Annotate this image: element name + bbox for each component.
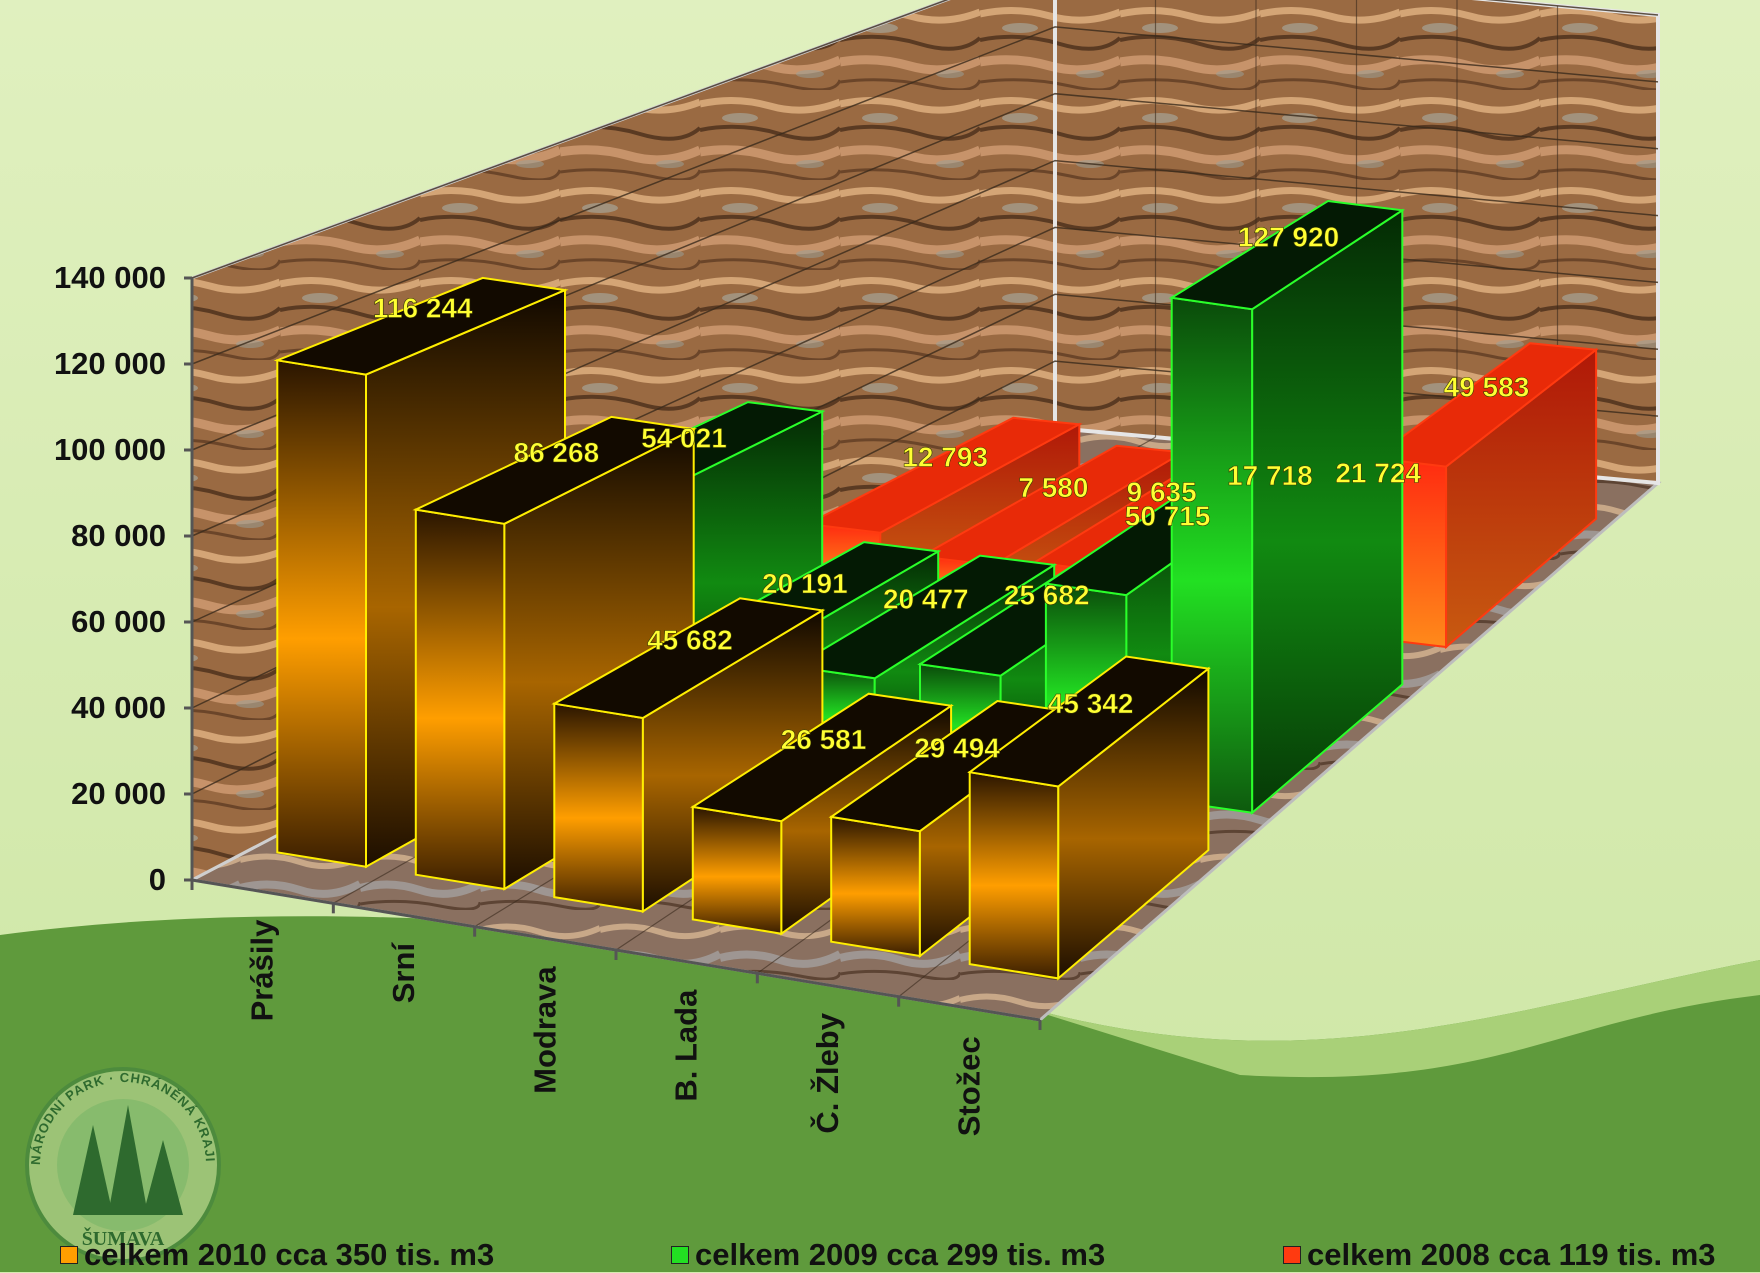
bar-front-2010-4 <box>830 815 921 958</box>
bar-top-2008-5 <box>1370 342 1599 468</box>
data-label-2008-5: 49 583 <box>1444 371 1530 402</box>
data-label-2009-3: 25 682 <box>1004 580 1090 611</box>
data-label-2010-1: 86 268 <box>514 437 600 468</box>
y-axis: 0 20 000 40 000 60 000 80 000 100 000 120 000 1… <box>54 260 194 897</box>
logo-text-bottom: ŠUMAVA <box>82 1226 165 1250</box>
legend-swatch-2010 <box>60 1246 78 1264</box>
bar-top-2009-5 <box>1168 199 1406 311</box>
data-label-2010-3: 26 581 <box>781 724 867 755</box>
x-axis: Prášily Srní Modrava B. Lada Č. Žleby Stožec <box>190 878 1042 1136</box>
park-logo: NÁRODNÍ PARK · CHRÁNĚNÁ KRAJINNÁ OBLAST … <box>18 1065 221 1263</box>
data-label-2010-4: 29 494 <box>914 733 1000 764</box>
legend-item-2009: celkem 2009 cca 299 tis. m3 <box>671 1237 1106 1272</box>
x-tick-label-1: Srní <box>386 942 421 1004</box>
legend-item-2008: celkem 2008 cca 119 tis. m3 <box>1283 1237 1716 1272</box>
bar-top-2008-0 <box>804 416 1083 534</box>
data-label-2010-0: 116 244 <box>373 293 473 324</box>
y-tick-label-5: 100 000 <box>54 432 166 467</box>
legend-label-2009: celkem 2009 cca 299 tis. m3 <box>695 1237 1106 1272</box>
x-tick-label-5: Stožec <box>951 1036 986 1136</box>
bar-2010-5 <box>967 655 1211 981</box>
data-label-2009-1: 20 191 <box>762 568 848 599</box>
data-label-2009-4: 50 715 <box>1125 500 1211 531</box>
y-tick-label-0: 0 <box>149 862 166 897</box>
data-label-2010-2: 45 682 <box>647 625 733 656</box>
data-label-2010-5: 45 342 <box>1048 688 1134 719</box>
y-tick-label-1: 20 000 <box>71 776 166 811</box>
data-label-2008-4: 21 724 <box>1335 458 1421 489</box>
data-label-2008-0: 12 793 <box>902 442 988 473</box>
bar-2010-2 <box>551 597 826 914</box>
bar-front-2010-1 <box>414 508 506 891</box>
bar-top-2010-1 <box>412 415 697 525</box>
data-label-2008-2: 9 635 <box>1127 477 1197 508</box>
x-tick-label-0: Prášily <box>245 919 280 1021</box>
bar-top-2009-2 <box>791 554 1058 680</box>
y-tick-label-4: 80 000 <box>71 518 166 553</box>
y-tick-label-2: 40 000 <box>71 690 166 725</box>
bar-top-2010-3 <box>690 692 954 823</box>
bar-front-2010-2 <box>553 702 644 913</box>
y-tick-label-6: 120 000 <box>54 346 166 381</box>
bar-2008-5 <box>1370 342 1599 650</box>
data-label-2009-2: 20 477 <box>883 583 969 614</box>
legend-label-2010: celkem 2010 cca 350 tis. m3 <box>84 1237 495 1272</box>
legend-label-2008: celkem 2008 cca 119 tis. m3 <box>1307 1237 1716 1272</box>
legend-swatch-2009 <box>671 1246 689 1264</box>
x-tick-label-4: Č. Žleby <box>809 1012 845 1133</box>
data-label-2009-5: 127 920 <box>1238 222 1339 253</box>
legend-item-2010: celkem 2010 cca 350 tis. m3 <box>60 1237 495 1272</box>
y-tick-label-7: 140 000 <box>54 260 166 295</box>
data-label-2008-3: 17 718 <box>1227 460 1313 491</box>
x-tick-label-3: B. Lada <box>669 989 704 1102</box>
x-tick-label-2: Modrava <box>527 966 562 1094</box>
data-label-2008-1: 7 580 <box>1018 472 1088 503</box>
gridline-7 <box>191 0 1659 279</box>
bars <box>273 199 1599 981</box>
y-tick-label-3: 60 000 <box>71 604 166 639</box>
bar-front-2010-0 <box>276 359 367 868</box>
legend-swatch-2008 <box>1283 1246 1301 1264</box>
bar-front-2010-3 <box>691 805 783 935</box>
data-label-2009-0: 54 021 <box>641 423 727 454</box>
bar-top-2010-0 <box>273 276 569 376</box>
bar-top-2010-5 <box>967 655 1211 788</box>
bar-top-2010-2 <box>551 597 826 720</box>
data-labels: 12 793 7 580 9 635 17 718 21 724 49 583 54 021… <box>373 221 1530 764</box>
bar-front-2010-5 <box>968 771 1060 980</box>
